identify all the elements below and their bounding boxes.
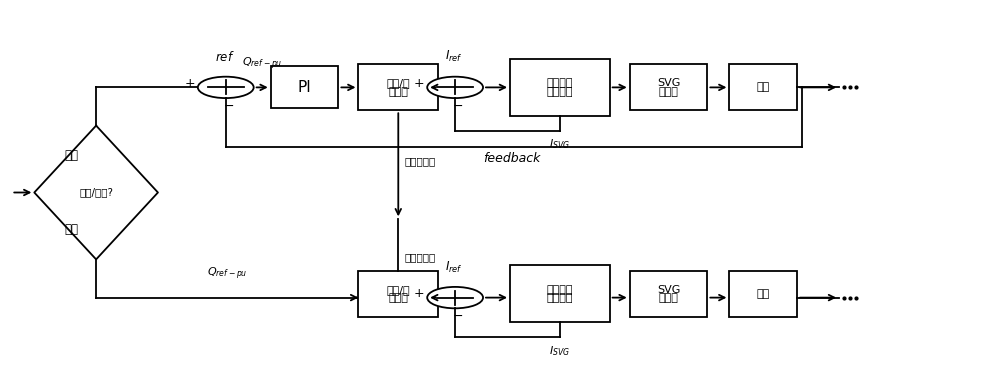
Text: SVG: SVG [657,285,680,295]
Circle shape [198,77,254,98]
FancyBboxPatch shape [630,64,707,110]
FancyBboxPatch shape [358,271,438,317]
Text: +: + [185,77,195,90]
Text: 电流内环: 电流内环 [547,78,573,88]
Text: +: + [414,287,425,300]
FancyBboxPatch shape [358,64,438,110]
Text: 发送至从机: 发送至从机 [404,156,436,166]
FancyBboxPatch shape [729,271,797,317]
Text: SVG: SVG [657,78,680,88]
Text: 从机: 从机 [64,223,78,236]
Text: feedback: feedback [483,152,540,165]
FancyBboxPatch shape [510,265,610,323]
Text: $I_{ref}$: $I_{ref}$ [445,49,463,64]
FancyBboxPatch shape [271,66,338,109]
Text: $ref$: $ref$ [215,50,234,64]
Text: $I_{SVG}$: $I_{SVG}$ [549,137,570,151]
Text: $Q_{ref-pu}$: $Q_{ref-pu}$ [207,266,248,282]
Text: 主机/从机?: 主机/从机? [79,187,113,198]
Text: 电流内环: 电流内环 [547,285,573,295]
Text: 电网: 电网 [757,82,770,92]
Text: 流转换: 流转换 [388,87,408,97]
FancyBboxPatch shape [510,59,610,116]
Text: $Q_{ref-pu}$: $Q_{ref-pu}$ [242,56,282,72]
Text: PI: PI [298,80,311,95]
Circle shape [427,77,483,98]
Text: −: − [223,100,234,113]
Text: 主电路: 主电路 [659,293,678,303]
Text: $I_{ref}$: $I_{ref}$ [445,259,463,275]
Text: 主机: 主机 [64,149,78,162]
Text: 控制环节: 控制环节 [547,293,573,303]
Text: 无功/电: 无功/电 [386,285,410,295]
Text: 无功/电: 无功/电 [386,78,410,88]
Text: 流转换: 流转换 [388,293,408,303]
Text: 接受自主机: 接受自主机 [404,253,436,263]
Text: −: − [453,310,463,323]
Text: +: + [414,77,425,90]
Text: 电网: 电网 [757,289,770,299]
Text: $I_{SVG}$: $I_{SVG}$ [549,344,570,358]
Circle shape [427,287,483,308]
Text: 主电路: 主电路 [659,87,678,97]
Text: −: − [453,100,463,113]
FancyBboxPatch shape [729,64,797,110]
Text: 控制环节: 控制环节 [547,87,573,97]
FancyBboxPatch shape [630,271,707,317]
